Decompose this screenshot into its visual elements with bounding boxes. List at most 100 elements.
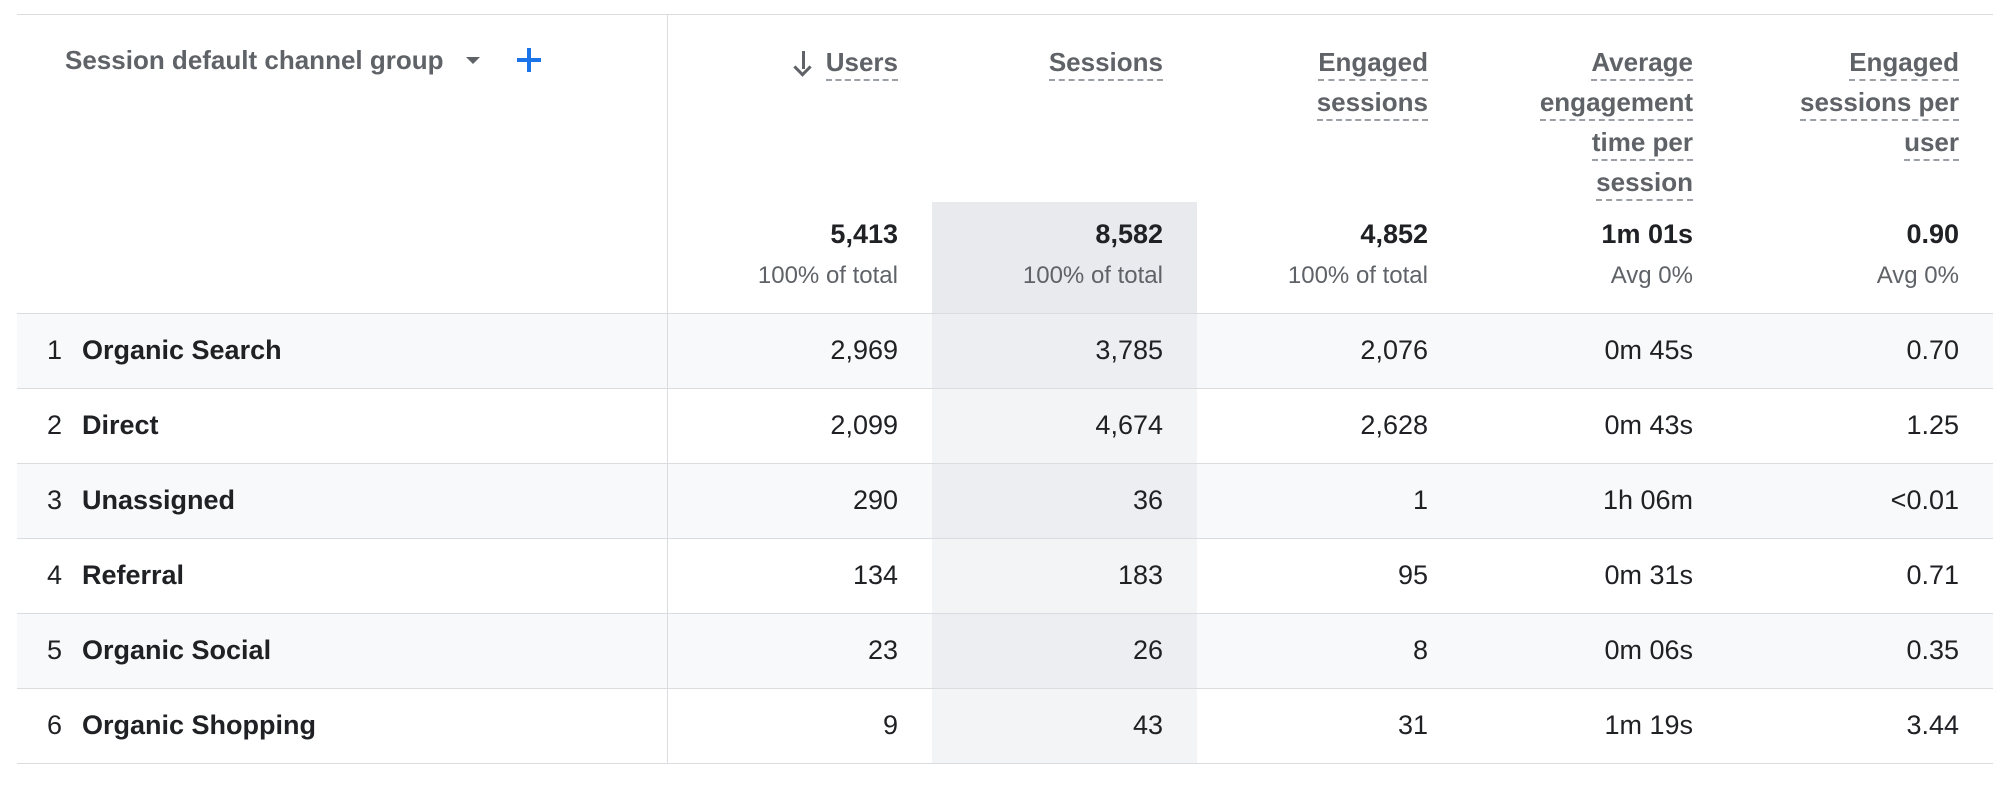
total-sessions: 8,582 100% of total (932, 202, 1197, 313)
total-espu-value: 0.90 (1906, 219, 1959, 249)
total-engaged-sessions-value: 4,852 (1360, 219, 1428, 249)
table-row[interactable]: 1 Organic Search 2,969 3,785 2,076 0m 45s 0.70 (17, 312, 1993, 388)
cell-users: 2,099 (667, 387, 932, 463)
header-row: Session default channel group Users Sess… (17, 14, 1993, 202)
cell-avg_engagement_time: 1h 06m (1462, 462, 1727, 538)
row-index: 2 (17, 387, 82, 463)
cell-engaged_sessions: 2,076 (1197, 312, 1462, 388)
total-users-subtext: 100% of total (757, 262, 898, 289)
row-dimension-value[interactable]: Organic Search (82, 335, 282, 365)
header-sessions[interactable]: Sessions (932, 14, 1197, 202)
total-engaged-sessions: 4,852 100% of total (1197, 202, 1462, 313)
row-dimension-cell: Organic Shopping (82, 687, 668, 764)
header-espu-label-line-2: sessions per (1800, 87, 1959, 121)
cell-engaged_sessions_per_user: 1.25 (1727, 387, 1993, 463)
cell-sessions: 26 (932, 612, 1197, 688)
row-dimension-value[interactable]: Referral (82, 560, 185, 590)
header-engaged-sessions[interactable]: Engaged sessions (1197, 14, 1462, 202)
report-table: Session default channel group Users Sess… (17, 14, 1993, 764)
table-row[interactable]: 4 Referral 134 183 95 0m 31s 0.71 (17, 537, 1993, 613)
header-engaged-sessions-per-user[interactable]: Engaged sessions per user (1727, 14, 1993, 202)
table-row[interactable]: 6 Organic Shopping 9 43 31 1m 19s 3.44 (17, 687, 1993, 764)
total-sessions-subtext: 100% of total (1022, 262, 1163, 289)
cell-engaged_sessions_per_user: <0.01 (1727, 462, 1993, 538)
cell-sessions: 183 (932, 537, 1197, 613)
row-dimension-value[interactable]: Direct (82, 410, 159, 440)
table-row[interactable]: 5 Organic Social 23 26 8 0m 06s 0.35 (17, 612, 1993, 688)
cell-engaged_sessions: 8 (1197, 612, 1462, 688)
caret-down-icon[interactable] (465, 56, 480, 64)
total-sessions-value: 8,582 (1095, 219, 1163, 249)
total-users-value: 5,413 (830, 219, 898, 249)
header-engaged-sessions-label-line-2: sessions (1316, 87, 1428, 121)
cell-users: 9 (667, 687, 932, 764)
table-row[interactable]: 2 Direct 2,099 4,674 2,628 0m 43s 1.25 (17, 387, 1993, 463)
total-avg-engagement-time: 1m 01s Avg 0% (1462, 202, 1727, 313)
cell-engaged_sessions: 31 (1197, 687, 1462, 764)
row-index: 3 (17, 462, 82, 538)
header-engaged-sessions-title[interactable]: Engaged sessions (1316, 42, 1428, 122)
header-users-label: Users (825, 47, 898, 81)
cell-engaged_sessions_per_user: 0.35 (1727, 612, 1993, 688)
cell-sessions: 43 (932, 687, 1197, 764)
row-dimension-value[interactable]: Unassigned (82, 485, 236, 515)
plus-icon[interactable] (516, 47, 542, 73)
row-dimension-value[interactable]: Organic Social (82, 635, 272, 665)
total-users: 5,413 100% of total (667, 202, 932, 313)
header-avg-engagement-label-line-3: time per (1591, 127, 1693, 161)
cell-sessions: 3,785 (932, 312, 1197, 388)
cell-avg_engagement_time: 0m 43s (1462, 387, 1727, 463)
header-espu-label-line-1: Engaged (1849, 47, 1959, 81)
cell-engaged_sessions_per_user: 0.70 (1727, 312, 1993, 388)
cell-sessions: 4,674 (932, 387, 1197, 463)
header-engaged-sessions-label-line-1: Engaged (1318, 47, 1428, 81)
row-dimension-cell: Organic Search (82, 312, 668, 388)
cell-users: 23 (667, 612, 932, 688)
cell-users: 2,969 (667, 312, 932, 388)
cell-engaged_sessions_per_user: 3.44 (1727, 687, 1993, 764)
totals-row: 5,413 100% of total 8,582 100% of total … (17, 202, 1993, 313)
row-index: 4 (17, 537, 82, 613)
arrow-down-icon[interactable] (794, 51, 812, 73)
cell-engaged_sessions: 95 (1197, 537, 1462, 613)
row-index: 6 (17, 687, 82, 764)
total-engaged-sessions-per-user: 0.90 Avg 0% (1727, 202, 1993, 313)
row-dimension-value[interactable]: Organic Shopping (82, 710, 316, 740)
row-index: 5 (17, 612, 82, 688)
header-avg-engagement-label-line-2: engagement (1539, 87, 1693, 121)
table-body: 1 Organic Search 2,969 3,785 2,076 0m 45s 0.70… (17, 312, 1993, 764)
row-dimension-cell: Direct (82, 387, 668, 463)
total-avg-engagement-subtext: Avg 0% (1610, 262, 1693, 289)
total-espu-subtext: Avg 0% (1876, 262, 1959, 289)
cell-avg_engagement_time: 0m 45s (1462, 312, 1727, 388)
header-engaged-sessions-per-user-title[interactable]: Engaged sessions per user (1800, 42, 1959, 162)
total-avg-engagement-value: 1m 01s (1601, 219, 1693, 249)
cell-avg_engagement_time: 1m 19s (1462, 687, 1727, 764)
cell-engaged_sessions_per_user: 0.71 (1727, 537, 1993, 613)
header-users-title[interactable]: Users (794, 42, 898, 82)
header-sessions-label: Sessions (1048, 47, 1163, 81)
dimension-label[interactable]: Session default channel group (65, 44, 444, 75)
header-avg-engagement-time[interactable]: Average engagement time per session (1462, 14, 1727, 202)
row-dimension-cell: Unassigned (82, 462, 668, 538)
total-engaged-sessions-subtext: 100% of total (1287, 262, 1428, 289)
row-index: 1 (17, 312, 82, 388)
cell-users: 134 (667, 537, 932, 613)
cell-engaged_sessions: 1 (1197, 462, 1462, 538)
header-users[interactable]: Users (667, 14, 932, 202)
header-avg-engagement-label-line-4: session (1596, 167, 1693, 201)
header-avg-engagement-label-line-1: Average (1591, 47, 1693, 81)
header-avg-engagement-time-title[interactable]: Average engagement time per session (1539, 42, 1693, 202)
header-espu-label-line-3: user (1904, 127, 1959, 161)
row-dimension-cell: Referral (82, 537, 668, 613)
cell-engaged_sessions: 2,628 (1197, 387, 1462, 463)
table-row[interactable]: 3 Unassigned 290 36 1 1h 06m <0.01 (17, 462, 1993, 538)
totals-dimension-cell (17, 202, 668, 313)
header-sessions-title[interactable]: Sessions (1048, 42, 1163, 82)
cell-avg_engagement_time: 0m 06s (1462, 612, 1727, 688)
row-dimension-cell: Organic Social (82, 612, 668, 688)
dimension-header: Session default channel group (17, 14, 668, 202)
cell-avg_engagement_time: 0m 31s (1462, 537, 1727, 613)
cell-users: 290 (667, 462, 932, 538)
cell-sessions: 36 (932, 462, 1197, 538)
